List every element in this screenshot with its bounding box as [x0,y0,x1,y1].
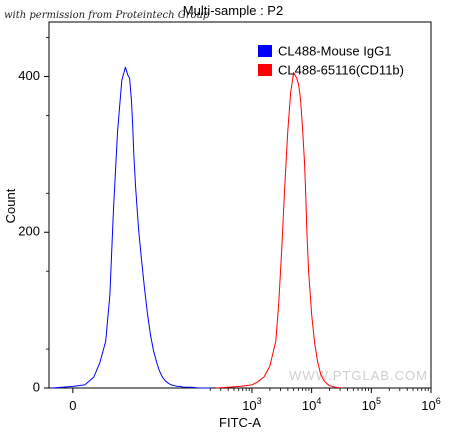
watermark-text: WWW.PTGLAB.COM [289,368,428,383]
plot-area [48,21,432,389]
y-tick-label: 400 [18,68,40,83]
x-tick-label: 106 [421,396,440,413]
x-axis-ticks: 0 103 104 105 106 [69,388,441,413]
credit-text: with permission from Proteintech Group [4,10,210,21]
x-tick-label: 104 [302,396,321,413]
legend-swatch-2 [258,64,272,76]
legend: CL488-Mouse IgG1 CL488-65116(CD11b) [258,43,404,77]
chart-title: Multi-sample : P2 [183,3,283,18]
y-axis-title: Count [3,188,18,223]
series-layer [51,66,342,389]
legend-label-1: CL488-Mouse IgG1 [278,43,391,58]
x-tick-label: 103 [242,396,261,413]
x-tick-label: 105 [362,396,381,413]
x-tick-label: 0 [69,398,76,413]
y-tick-label: 200 [18,224,40,239]
series-line-2 [216,72,342,389]
series-line-1 [51,66,211,389]
y-tick-label: 0 [33,379,40,394]
legend-swatch-1 [258,45,272,57]
x-axis-title: FITC-A [219,415,261,430]
y-axis-ticks: 0 200 400 [18,37,49,394]
legend-label-2: CL488-65116(CD11b) [278,62,404,77]
